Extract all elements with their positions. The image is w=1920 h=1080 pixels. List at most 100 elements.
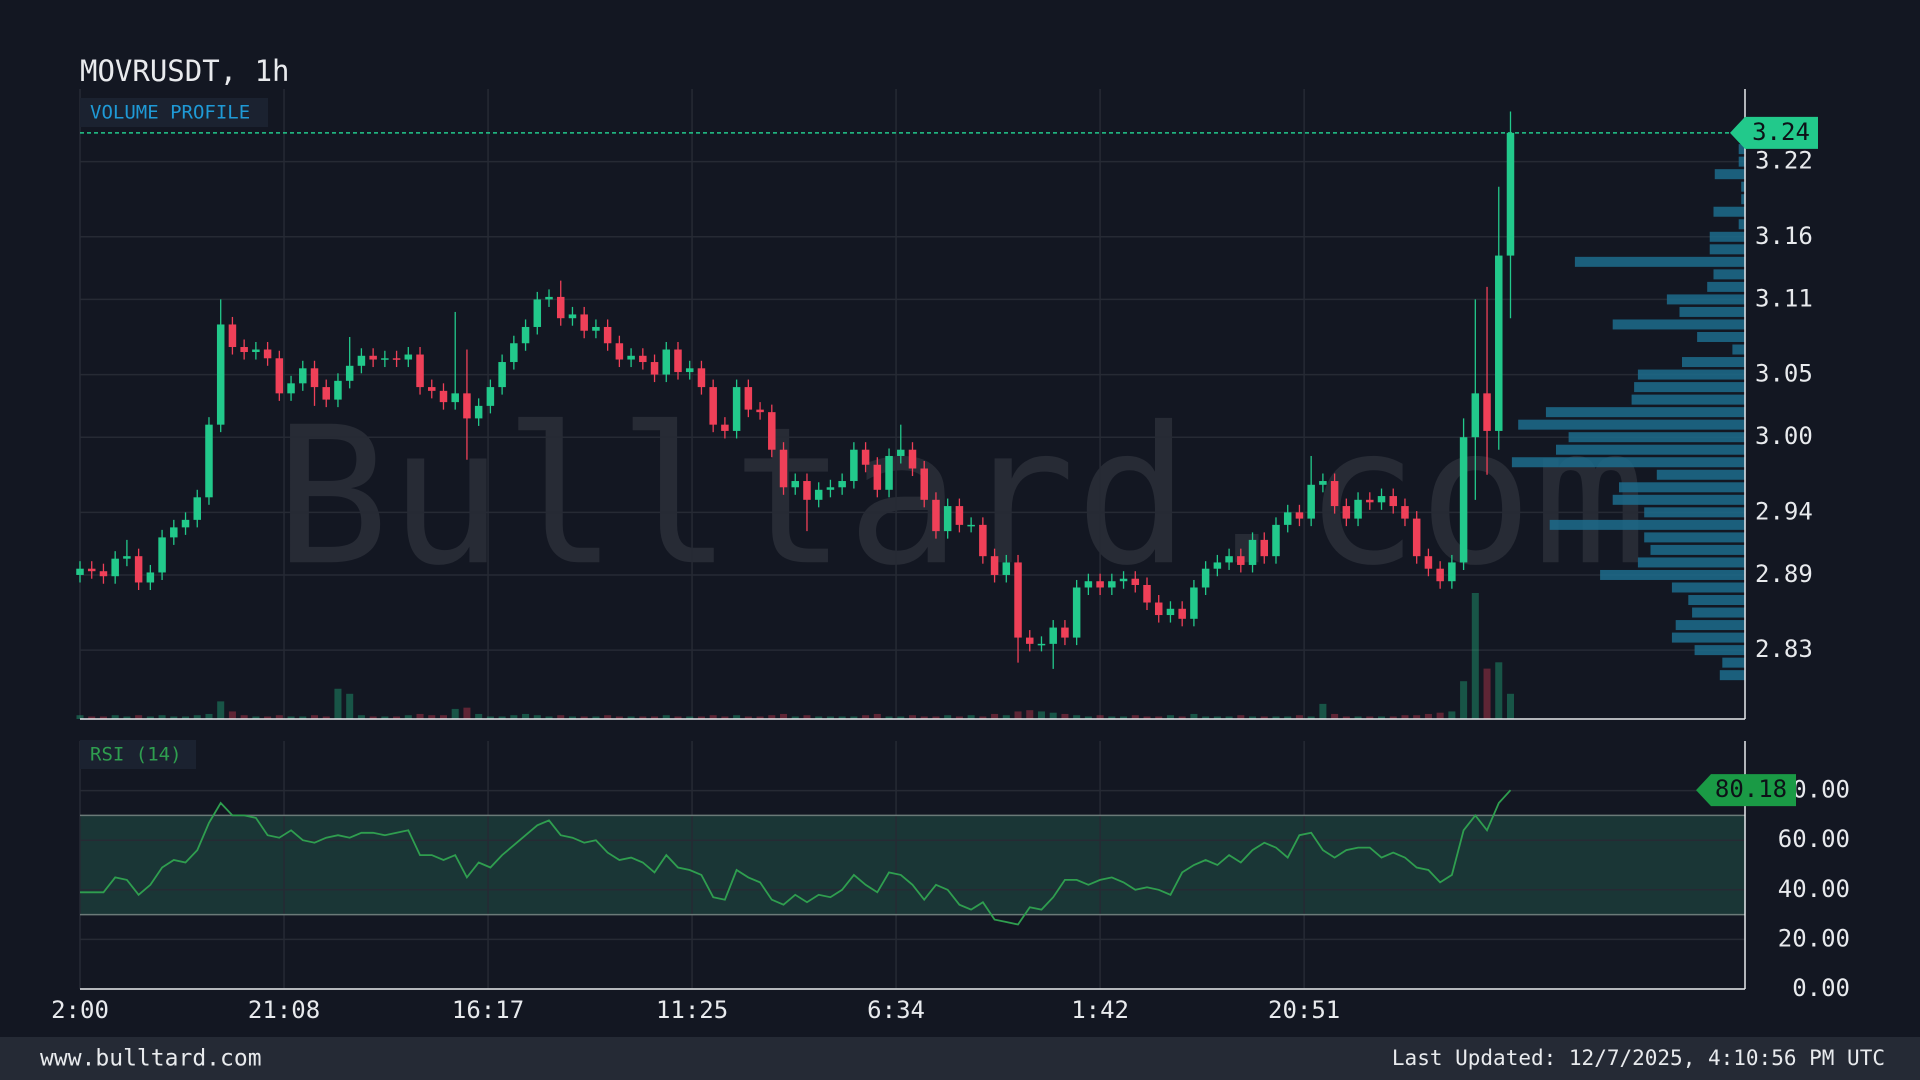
candle-body: [662, 349, 671, 375]
volume-profile-bar: [1713, 269, 1745, 280]
candle-body: [299, 368, 307, 384]
volume-bar: [1354, 716, 1362, 719]
volume-bar: [1190, 713, 1198, 719]
y-tick-label: 0.00: [1792, 974, 1850, 1002]
volume-bar: [381, 716, 389, 719]
volume-bar: [662, 715, 670, 719]
y-tick-label: 3.00: [1755, 422, 1813, 450]
y-tick-label: 3.05: [1755, 360, 1813, 388]
volume-bar: [1401, 715, 1409, 719]
volume-bar: [1389, 716, 1397, 719]
candle-body: [310, 368, 319, 388]
candle-body: [627, 355, 635, 360]
candle-body: [463, 393, 471, 419]
candle-body: [1061, 627, 1069, 638]
candle-body: [603, 326, 612, 344]
footer-updated: Last Updated: 12/7/2025, 4:10:56 PM UTC: [1392, 1046, 1885, 1070]
volume-bar: [1120, 716, 1128, 719]
x-tick-label: 16:17: [452, 996, 524, 1024]
candle-body: [768, 412, 776, 450]
volume-profile-bar: [1679, 306, 1745, 317]
volume-bar: [88, 716, 96, 719]
volume-bar: [393, 716, 401, 719]
volume-bar: [111, 715, 119, 719]
volume-profile-bar: [1600, 569, 1745, 580]
volume-profile-bar: [1518, 419, 1745, 430]
volume-bar: [1413, 715, 1421, 719]
volume-bar: [346, 693, 354, 719]
volume-bar: [416, 713, 424, 719]
candle-body: [1096, 581, 1104, 588]
volume-bar: [1073, 715, 1081, 719]
volume-bar: [627, 716, 635, 719]
volume-profile-bar: [1634, 382, 1745, 393]
volume-profile-bar: [1714, 169, 1745, 180]
volume-bar: [1483, 668, 1491, 719]
candle-body: [1049, 627, 1057, 644]
candle-body: [1190, 587, 1198, 619]
volume-profile-bar: [1619, 482, 1745, 493]
candle-body: [1342, 506, 1351, 519]
volume-profile-bar: [1650, 544, 1745, 555]
candle-body: [744, 387, 753, 410]
y-tick-label: 2.89: [1755, 560, 1813, 588]
candle-body: [1154, 602, 1163, 616]
volume-profile-bar: [1694, 645, 1745, 656]
volume-bar: [1506, 693, 1515, 719]
volume-bar: [1448, 711, 1456, 719]
candle-body: [897, 449, 905, 456]
volume-profile-bar: [1644, 507, 1745, 518]
volume-bar: [475, 713, 483, 719]
candle-body: [287, 383, 295, 394]
volume-bar: [275, 715, 283, 719]
volume-bar: [1272, 716, 1280, 719]
watermark: Bulltard.com: [275, 386, 1648, 607]
candle-body: [146, 572, 155, 583]
volume-profile-bar: [1568, 432, 1745, 443]
candle-body: [1459, 437, 1468, 563]
candle-body: [1377, 496, 1386, 503]
candle-body: [510, 343, 518, 363]
candle-body: [967, 524, 975, 527]
candle-body: [1178, 608, 1186, 619]
candle-body: [1424, 556, 1433, 569]
candle-body: [1225, 556, 1233, 563]
rsi-line: [80, 789, 1512, 926]
volume-bar: [744, 716, 752, 719]
volume-bar: [580, 716, 588, 719]
candle-body: [181, 519, 190, 528]
candle-body: [1412, 518, 1421, 557]
volume-bar: [1061, 713, 1069, 719]
volume-bar: [733, 715, 741, 719]
volume-bar: [357, 715, 365, 719]
volume-bar: [991, 713, 999, 719]
candle-body: [252, 349, 260, 353]
candle-body: [1483, 393, 1491, 431]
volume-profile-bar: [1697, 331, 1745, 342]
volume-profile-bar: [1656, 469, 1745, 480]
volume-profile-bar: [1741, 194, 1745, 205]
volume-profile-bar: [1682, 357, 1745, 368]
volume-bar: [1237, 715, 1245, 719]
candle-body: [1143, 584, 1151, 603]
volume-bar: [1436, 712, 1444, 719]
y-tick-label: 3.22: [1755, 147, 1813, 175]
volume-profile-bar: [1612, 319, 1745, 330]
volume-bar: [944, 715, 952, 719]
candle-body: [1213, 562, 1222, 569]
volume-bar: [651, 716, 659, 719]
candle-body: [439, 390, 448, 403]
volume-bar: [1471, 593, 1479, 719]
candle-body: [826, 487, 835, 490]
volume-profile-bar: [1612, 494, 1745, 505]
volume-bar: [1084, 716, 1092, 719]
volume-bar: [557, 715, 565, 719]
candle-body: [803, 481, 811, 500]
volume-bar: [815, 716, 823, 719]
volume-bar: [522, 713, 530, 719]
label-box: [80, 740, 196, 769]
volume-bar: [1037, 711, 1045, 719]
y-tick-label: 3.11: [1755, 284, 1813, 312]
candle-body: [920, 468, 928, 500]
volume-bar: [768, 715, 776, 719]
